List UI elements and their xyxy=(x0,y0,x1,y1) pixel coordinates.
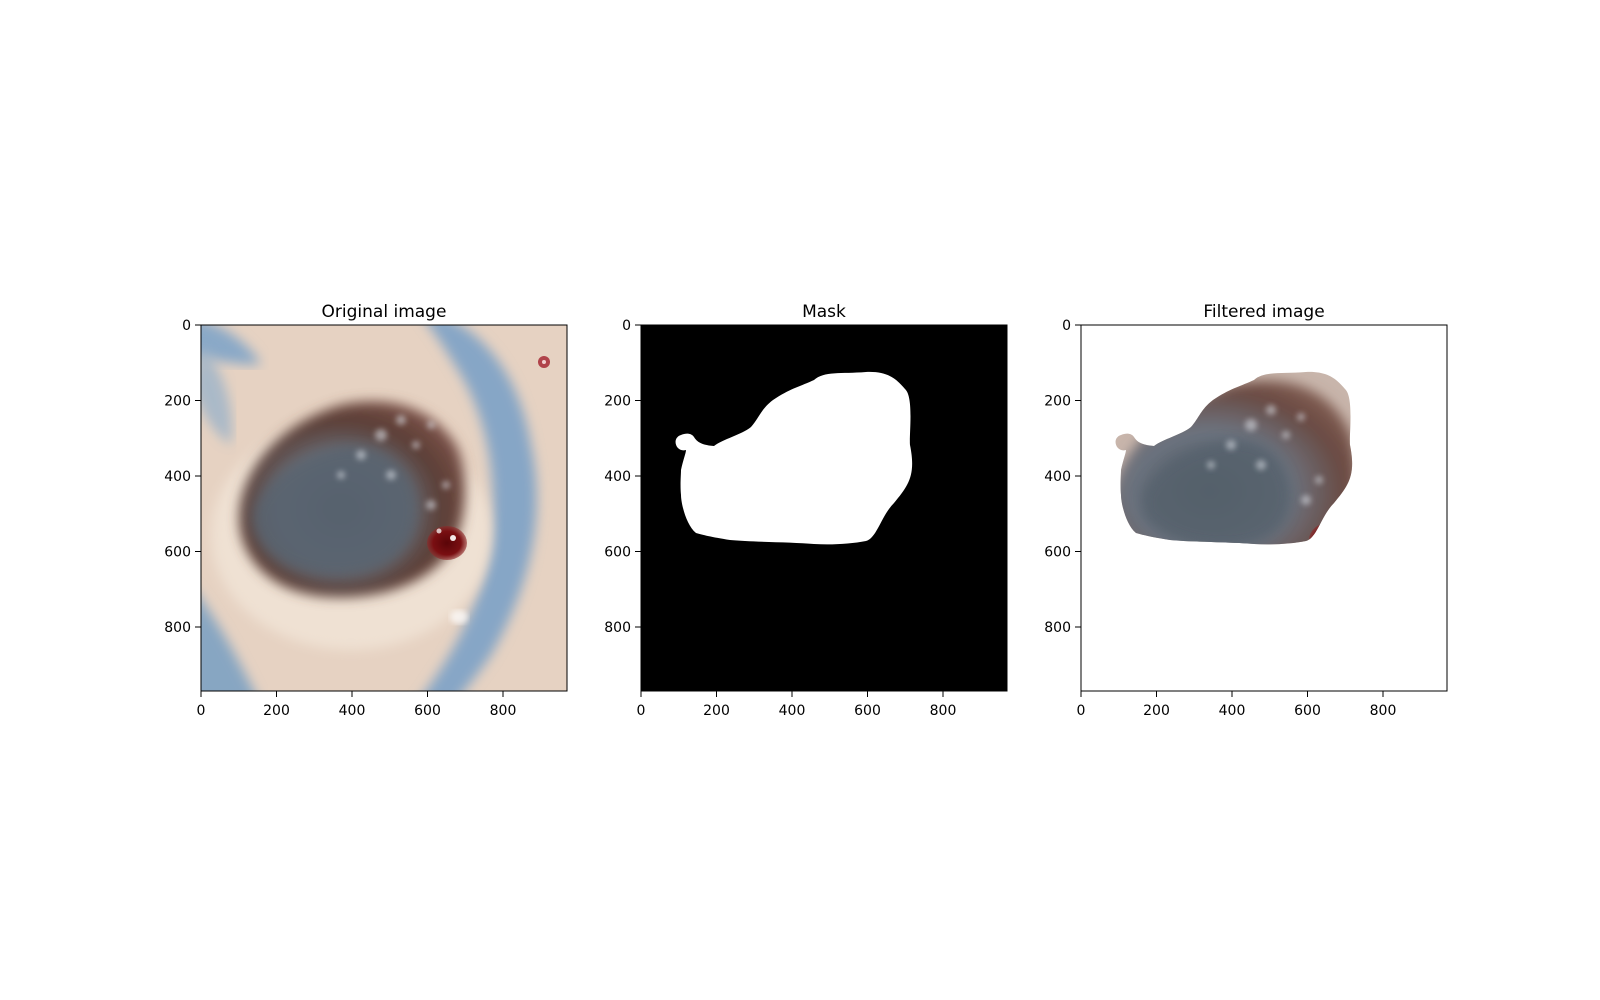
panel-title: Filtered image xyxy=(1203,302,1324,322)
x-tick-label: 400 xyxy=(339,703,366,719)
x-tick-label: 400 xyxy=(779,703,806,719)
x-tick-label: 0 xyxy=(197,703,206,719)
panel-title: Original image xyxy=(322,302,447,322)
x-axis: 0 200 400 600 800 xyxy=(1077,691,1397,719)
y-tick-label: 0 xyxy=(182,318,191,334)
y-tick-label: 600 xyxy=(164,545,191,561)
axes-frame xyxy=(1080,324,1448,692)
x-tick-label: 600 xyxy=(414,703,441,719)
y-tick-label: 200 xyxy=(604,394,631,410)
x-tick-label: 600 xyxy=(1294,703,1321,719)
y-tick-label: 400 xyxy=(604,469,631,485)
y-tick-label: 400 xyxy=(164,469,191,485)
axes-frame xyxy=(200,324,568,692)
mask-region xyxy=(675,371,913,545)
y-axis: 0 200 400 600 800 xyxy=(164,318,201,636)
y-tick-label: 0 xyxy=(1062,318,1071,334)
original-photo xyxy=(201,325,567,691)
panel-title: Mask xyxy=(802,302,846,322)
x-tick-label: 800 xyxy=(930,703,957,719)
y-tick-label: 800 xyxy=(164,620,191,636)
x-tick-label: 400 xyxy=(1219,703,1246,719)
panel-mask: Mask 0 200 400 600 800 0 200 400 600 800 xyxy=(604,302,1008,719)
x-tick-label: 200 xyxy=(703,703,730,719)
x-axis: 0 200 400 600 800 xyxy=(197,691,517,719)
x-tick-label: 0 xyxy=(637,703,646,719)
x-tick-label: 0 xyxy=(1077,703,1086,719)
y-tick-label: 600 xyxy=(604,545,631,561)
y-tick-label: 800 xyxy=(604,620,631,636)
y-tick-label: 600 xyxy=(1044,545,1071,561)
panel-original: Original image xyxy=(164,302,568,719)
x-tick-label: 800 xyxy=(1370,703,1397,719)
x-tick-label: 200 xyxy=(1143,703,1170,719)
y-tick-label: 800 xyxy=(1044,620,1071,636)
y-tick-label: 400 xyxy=(1044,469,1071,485)
x-tick-label: 200 xyxy=(263,703,290,719)
panel-filtered: Filtered image 0 200 400 600 xyxy=(1044,302,1448,719)
y-tick-label: 0 xyxy=(622,318,631,334)
x-tick-label: 600 xyxy=(854,703,881,719)
x-axis: 0 200 400 600 800 xyxy=(637,691,957,719)
y-axis: 0 200 400 600 800 xyxy=(1044,318,1081,636)
y-tick-label: 200 xyxy=(164,394,191,410)
y-tick-label: 200 xyxy=(1044,394,1071,410)
y-axis: 0 200 400 600 800 xyxy=(604,318,641,636)
x-tick-label: 800 xyxy=(490,703,517,719)
axes-frame xyxy=(640,324,1008,692)
